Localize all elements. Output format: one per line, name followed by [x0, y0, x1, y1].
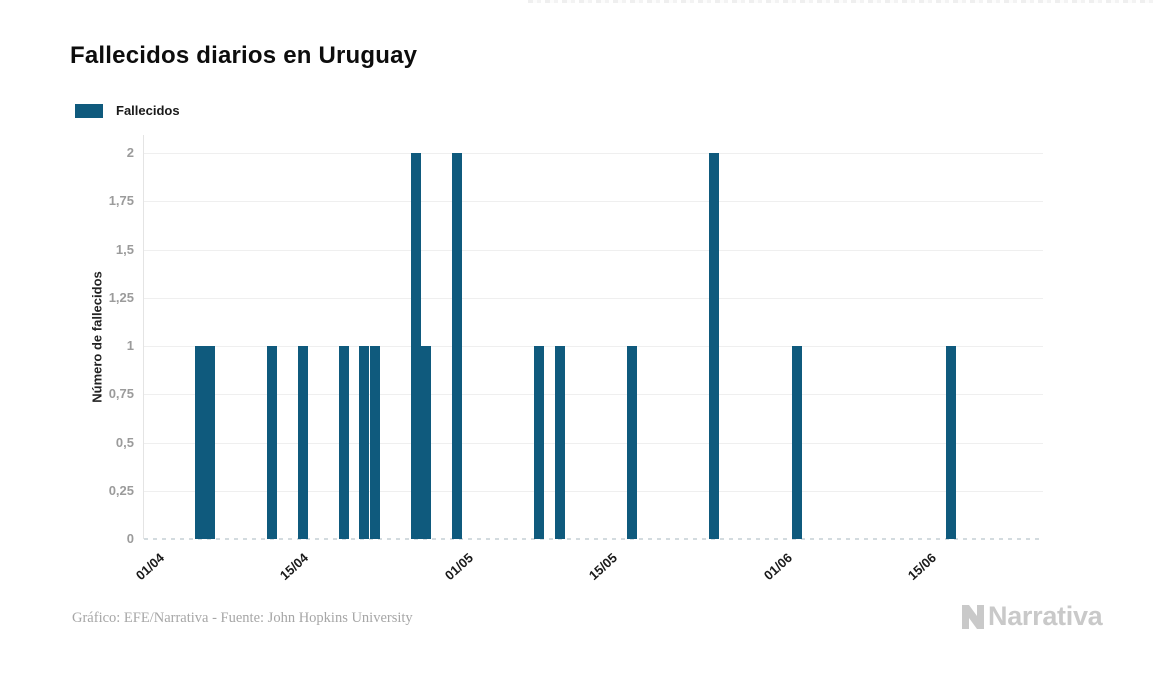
bar-09-05[interactable] — [534, 346, 545, 539]
gridline — [144, 201, 1043, 203]
cropped-top-artifact — [528, 0, 1157, 3]
legend-swatch-icon — [75, 103, 103, 118]
y-tick-label: 2 — [126, 145, 134, 160]
gridline — [144, 153, 1043, 154]
bar-18-06[interactable] — [946, 346, 957, 539]
bar-28-04[interactable] — [421, 346, 432, 539]
bar-11-05[interactable] — [555, 346, 566, 539]
x-tick-label: 15/05 — [586, 550, 621, 583]
y-tick-label: 0,5 — [115, 434, 134, 450]
y-tick-label: 1,5 — [115, 241, 134, 257]
bar-16-04[interactable] — [297, 346, 308, 539]
x-tick-label: 01/04 — [132, 550, 168, 583]
bar-06-04[interactable] — [194, 346, 205, 539]
legend-label: Fallecidos — [116, 103, 180, 118]
y-tick-label: 1,75 — [108, 193, 134, 209]
x-tick-label: 01/05 — [441, 550, 477, 583]
bar-07-04[interactable] — [204, 346, 215, 539]
bar-01-05[interactable] — [452, 153, 463, 539]
gridline — [144, 297, 1043, 299]
gridline — [144, 394, 1043, 396]
gridline — [144, 490, 1043, 492]
bar-23-04[interactable] — [369, 346, 380, 539]
gridline — [144, 346, 1043, 347]
y-tick-label: 0,75 — [108, 386, 134, 402]
bar-18-05[interactable] — [627, 346, 638, 539]
plot-area — [143, 135, 1043, 540]
narrativa-logo: Narrativa — [961, 601, 1103, 632]
x-tick-label: 15/04 — [277, 550, 312, 583]
narrativa-n-icon — [962, 604, 984, 629]
narrativa-logo-text: Narrativa — [988, 601, 1103, 631]
y-tick-label: 0 — [126, 531, 134, 546]
y-tick-label: 1 — [126, 338, 134, 353]
x-tick-label: 15/06 — [905, 550, 940, 583]
source-credit: Gráfico: EFE/Narrativa - Fuente: John Ho… — [72, 610, 413, 626]
gridline — [144, 442, 1043, 444]
y-tick-label: 0,25 — [108, 482, 134, 498]
x-axis-baseline — [144, 538, 1043, 540]
x-tick-label: 01/06 — [761, 550, 796, 583]
bar-22-04[interactable] — [359, 346, 370, 539]
gridline — [144, 249, 1043, 251]
bar-03-06[interactable] — [791, 346, 802, 539]
legend: Fallecidos — [75, 103, 180, 118]
y-tick-label: 1,25 — [108, 289, 134, 305]
bar-26-05[interactable] — [709, 153, 720, 539]
bar-27-04[interactable] — [410, 153, 421, 539]
bar-13-04[interactable] — [266, 346, 277, 539]
chart-title: Fallecidos diarios en Uruguay — [70, 42, 418, 69]
bar-20-04[interactable] — [338, 346, 349, 539]
